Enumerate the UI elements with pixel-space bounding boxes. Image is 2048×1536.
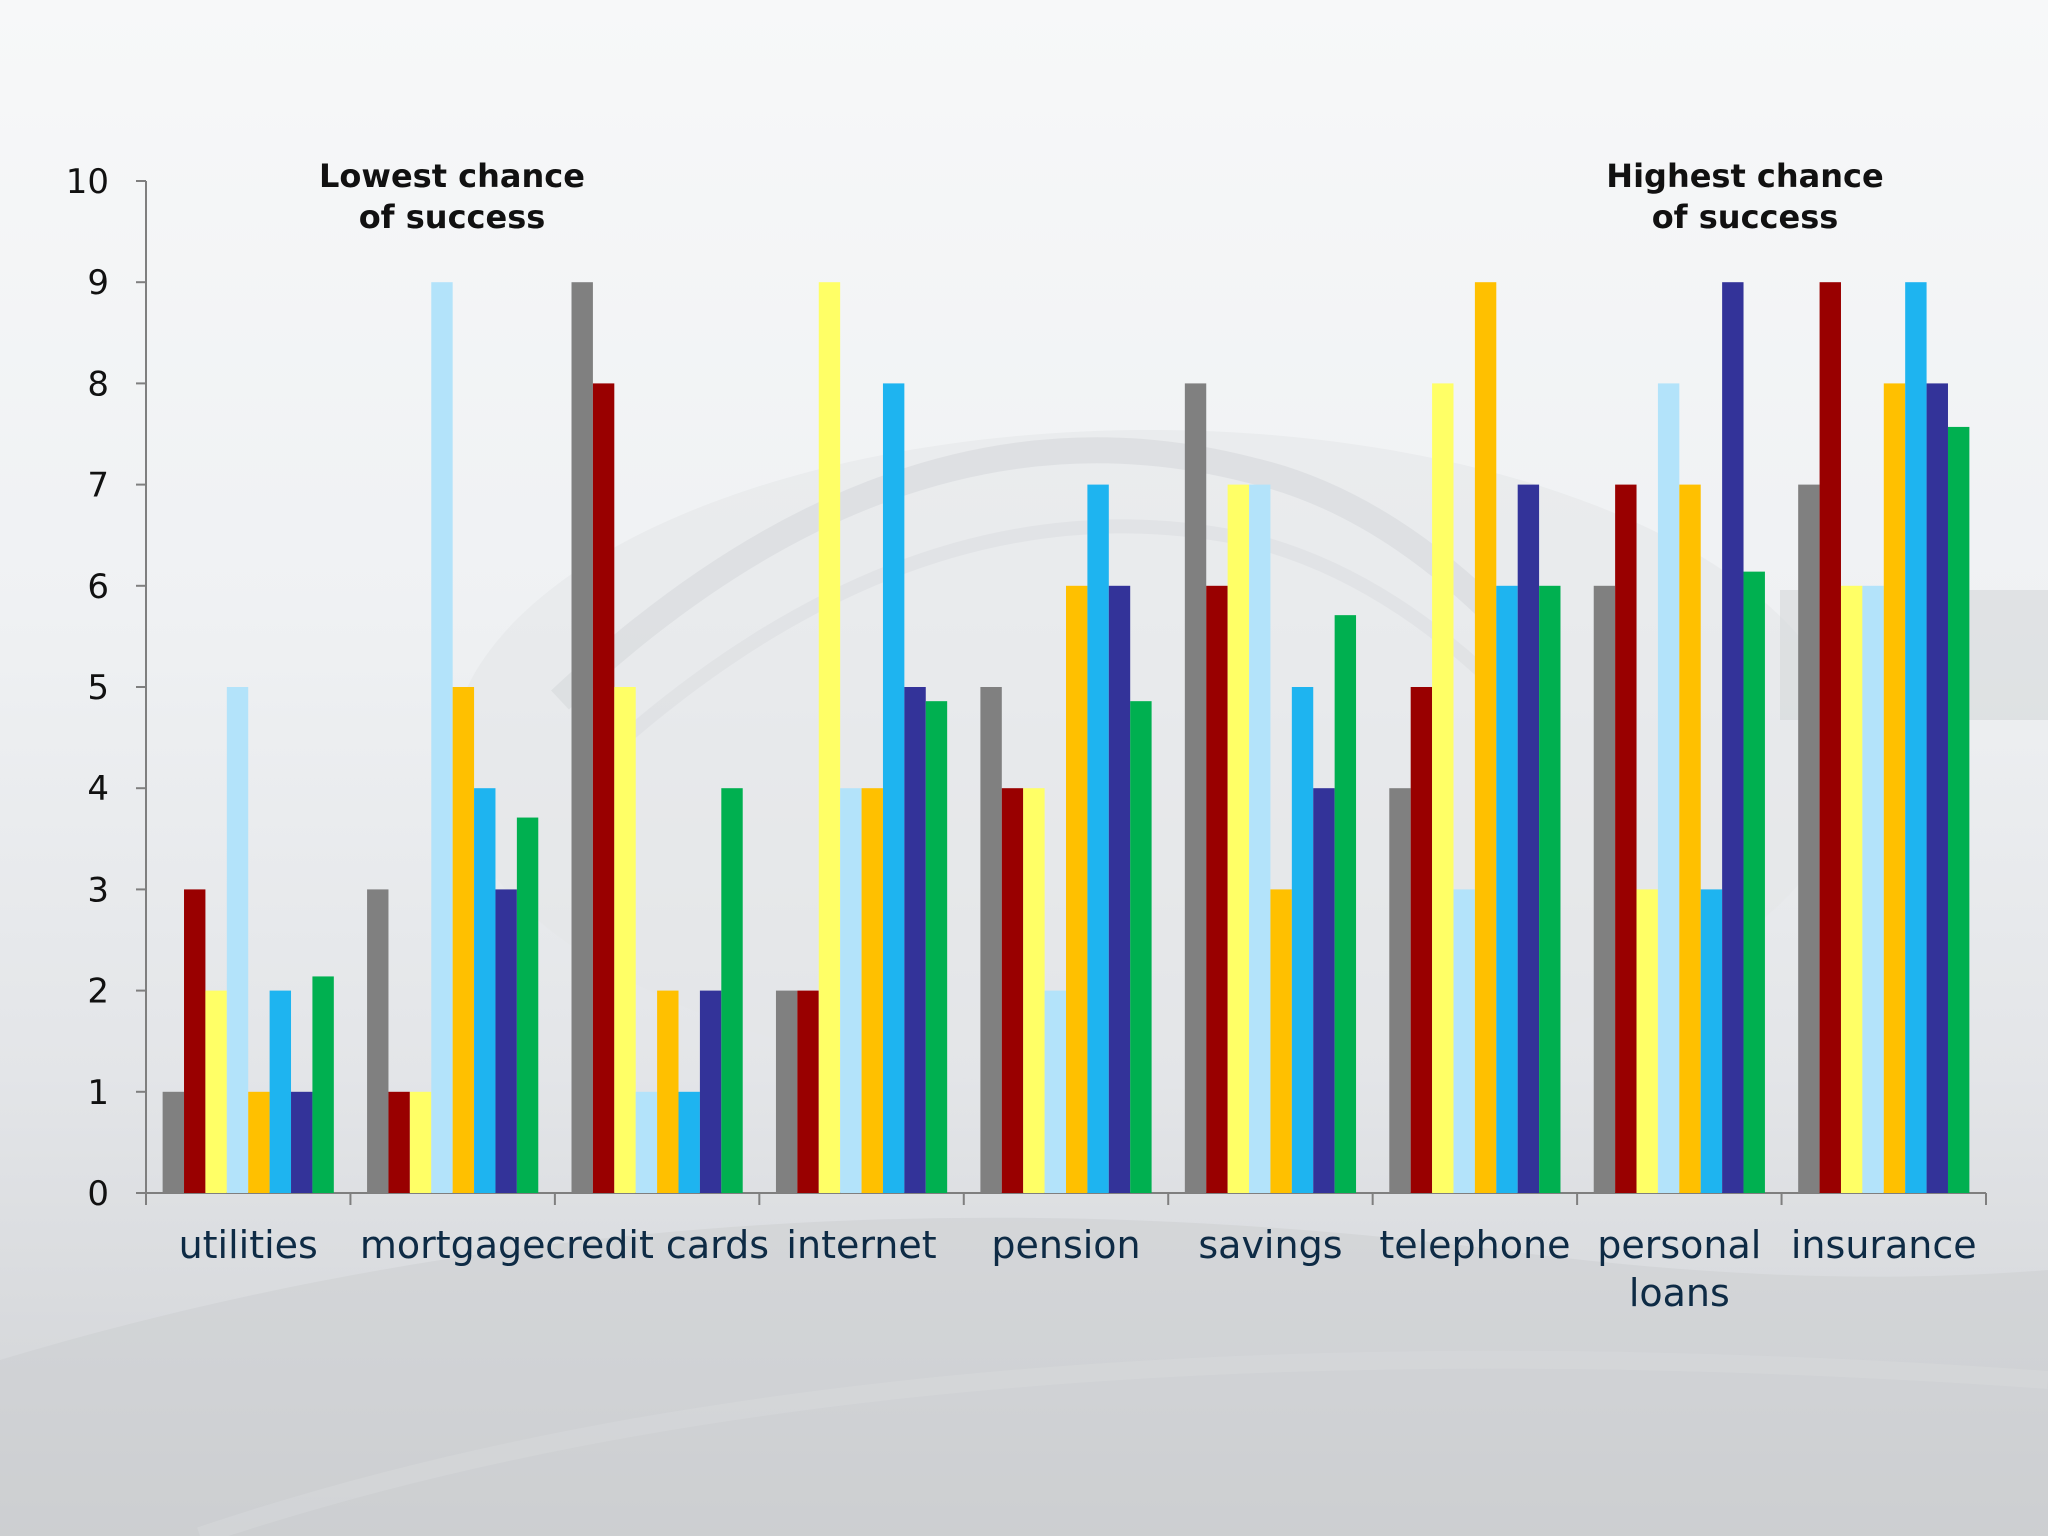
bar-credit-cards-series-2 <box>592 383 615 1193</box>
annotation-highest-chance: Highest chance <box>1606 157 1883 195</box>
bar-pension-series-7 <box>1108 585 1131 1193</box>
category-label: internet <box>786 1223 936 1267</box>
bar-mortgage-series-6 <box>474 788 496 1193</box>
y-tick-label: 8 <box>87 364 109 404</box>
bar-insurance-series-4 <box>1862 585 1884 1193</box>
bar-personal-loans-series-3 <box>1636 889 1658 1193</box>
bar-pension-series-3 <box>1023 788 1045 1193</box>
y-tick-label: 3 <box>87 870 109 910</box>
bar-telephone-series-4 <box>1453 889 1475 1193</box>
bar-savings-series-2 <box>1206 585 1228 1193</box>
bar-savings-series-7 <box>1313 788 1335 1193</box>
annotation-lowest-chance: Lowest chance <box>319 157 585 195</box>
bar-internet-series-4 <box>840 788 862 1193</box>
bar-telephone-series-2 <box>1410 687 1433 1193</box>
annotation-highest-chance: of success <box>1652 198 1839 236</box>
category-label: loans <box>1629 1271 1730 1315</box>
bar-pension-series-8 <box>1130 701 1152 1193</box>
bar-personal-loans-series-8 <box>1743 571 1765 1193</box>
bar-utilities-series-6 <box>269 990 292 1193</box>
bar-mortgage-series-3 <box>409 1091 432 1193</box>
bar-pension-series-2 <box>1001 788 1024 1193</box>
bar-mortgage-series-7 <box>495 889 517 1193</box>
bar-telephone-series-5 <box>1474 282 1497 1193</box>
bar-credit-cards-series-5 <box>657 990 679 1193</box>
bar-mortgage-series-8 <box>516 817 539 1193</box>
y-tick-label: 4 <box>87 769 109 809</box>
bar-personal-loans-series-7 <box>1722 282 1744 1193</box>
bar-internet-series-6 <box>882 383 905 1193</box>
bar-savings-series-8 <box>1334 615 1357 1193</box>
category-label: personal <box>1597 1223 1761 1267</box>
bar-internet-series-8 <box>925 701 948 1193</box>
bar-utilities-series-4 <box>226 687 249 1193</box>
bar-pension-series-1 <box>980 687 1002 1193</box>
bar-internet-series-7 <box>904 687 926 1193</box>
bar-internet-series-1 <box>775 990 798 1193</box>
category-label: telephone <box>1379 1223 1570 1267</box>
bar-pension-series-4 <box>1044 990 1066 1193</box>
bar-mortgage-series-1 <box>367 889 389 1193</box>
category-label: savings <box>1198 1223 1342 1267</box>
bar-mortgage-series-2 <box>388 1091 410 1193</box>
category-label: insurance <box>1791 1223 1977 1267</box>
y-tick-label: 6 <box>87 567 109 607</box>
bar-mortgage-series-5 <box>452 687 475 1193</box>
bar-personal-loans-series-1 <box>1593 585 1616 1193</box>
bar-savings-series-3 <box>1227 484 1250 1194</box>
y-tick-label: 1 <box>87 1073 109 1113</box>
bar-credit-cards-series-7 <box>699 990 722 1193</box>
bar-utilities-series-3 <box>205 990 227 1193</box>
bar-utilities-series-1 <box>162 1091 185 1193</box>
category-label: pension <box>991 1223 1140 1267</box>
category-label: utilities <box>179 1223 318 1267</box>
bar-pension-series-5 <box>1066 585 1088 1193</box>
bar-pension-series-6 <box>1087 484 1109 1194</box>
y-tick-label: 10 <box>66 162 109 202</box>
bar-savings-series-6 <box>1291 687 1314 1193</box>
bar-personal-loans-series-4 <box>1657 383 1680 1193</box>
bar-credit-cards-series-3 <box>614 687 636 1193</box>
bar-credit-cards-series-6 <box>678 1091 700 1193</box>
bar-insurance-series-5 <box>1883 383 1906 1193</box>
bar-insurance-series-1 <box>1798 484 1820 1194</box>
category-label: mortgage <box>360 1223 546 1267</box>
bar-internet-series-3 <box>818 282 841 1193</box>
bar-mortgage-series-4 <box>431 282 453 1193</box>
bar-credit-cards-series-8 <box>721 788 743 1193</box>
bar-utilities-series-8 <box>312 976 334 1193</box>
bar-savings-series-5 <box>1270 889 1292 1193</box>
bar-insurance-series-2 <box>1819 282 1841 1193</box>
category-label: credit cards <box>545 1223 769 1267</box>
bar-insurance-series-6 <box>1905 282 1927 1193</box>
bar-telephone-series-3 <box>1432 383 1454 1193</box>
bar-telephone-series-8 <box>1539 585 1561 1193</box>
bar-personal-loans-series-5 <box>1679 484 1701 1194</box>
bar-telephone-series-7 <box>1517 484 1540 1194</box>
bar-internet-series-2 <box>797 990 819 1193</box>
bar-internet-series-5 <box>861 788 883 1193</box>
bar-savings-series-4 <box>1249 484 1271 1194</box>
bar-credit-cards-series-1 <box>571 282 593 1193</box>
bar-insurance-series-3 <box>1840 585 1863 1193</box>
bar-insurance-series-8 <box>1947 426 1970 1193</box>
y-tick-label: 2 <box>87 972 109 1012</box>
annotation-lowest-chance: of success <box>359 198 546 236</box>
y-tick-label: 0 <box>87 1174 109 1214</box>
bar-savings-series-1 <box>1184 383 1207 1193</box>
bar-credit-cards-series-4 <box>635 1091 658 1193</box>
y-tick-label: 9 <box>87 263 109 303</box>
y-tick-label: 7 <box>87 466 109 506</box>
y-tick-label: 5 <box>87 668 109 708</box>
bar-telephone-series-6 <box>1496 585 1518 1193</box>
bar-utilities-series-5 <box>248 1091 270 1193</box>
bar-personal-loans-series-2 <box>1615 484 1637 1194</box>
bar-personal-loans-series-6 <box>1700 889 1723 1193</box>
bar-insurance-series-7 <box>1926 383 1948 1193</box>
bar-utilities-series-7 <box>291 1091 313 1193</box>
bar-utilities-series-2 <box>184 889 206 1193</box>
bar-telephone-series-1 <box>1389 788 1411 1193</box>
